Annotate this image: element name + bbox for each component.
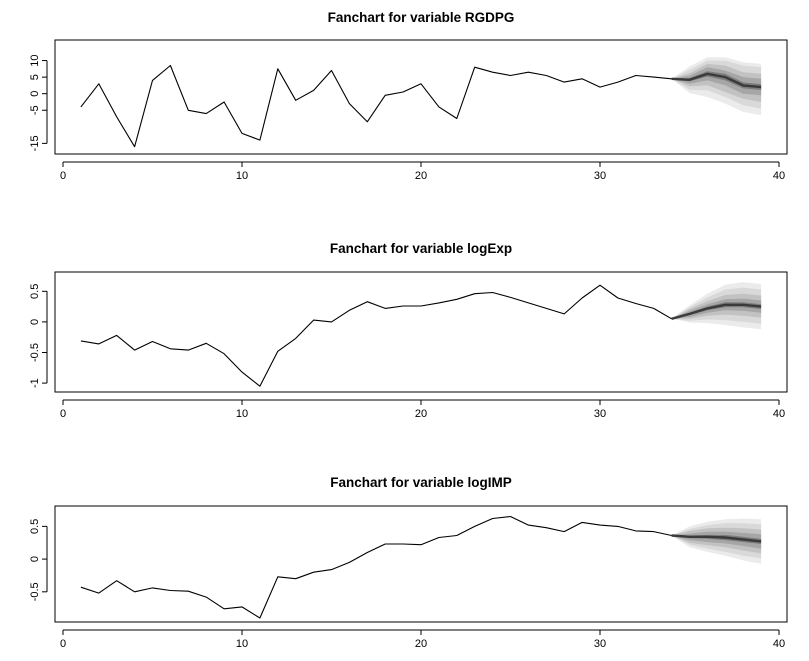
x-tick-label: 40 (773, 638, 785, 650)
x-tick-label: 30 (594, 170, 606, 182)
y-tick-label: -5 (29, 105, 41, 115)
x-tick-label: 40 (773, 170, 785, 182)
chart-title: Fanchart for variable RGDPG (328, 10, 515, 25)
y-tick-label: 0.5 (29, 284, 41, 299)
y-tick-label: 10 (29, 54, 41, 66)
x-tick-label: 10 (236, 638, 248, 650)
plot-frame (54, 271, 788, 393)
x-tick-label: 0 (60, 170, 66, 182)
x-tick-label: 10 (236, 408, 248, 420)
y-tick-label: 0 (29, 319, 41, 325)
x-tick-label: 30 (594, 408, 606, 420)
fan-band-3 (671, 63, 762, 102)
chart-panel-1: Fanchart for variable RGDPG 0 10 20 30 40 -15 -… (29, 10, 788, 182)
series-line-1 (80, 515, 672, 619)
x-tick-label: 0 (60, 638, 66, 650)
fan-band-5 (671, 71, 762, 90)
plot-frame (54, 505, 788, 623)
y-tick-label: -1 (29, 378, 41, 388)
y-tick-label: 0 (29, 91, 41, 97)
chart-title: Fanchart for variable logExp (330, 241, 512, 256)
y-tick-label: 5 (29, 74, 41, 80)
x-tick-label: 40 (773, 408, 785, 420)
fan-band-5 (671, 302, 762, 319)
x-tick-label: 0 (60, 408, 66, 420)
chart-panel-2: Fanchart for variable logExp 0 10 20 30 40 -1 -… (29, 241, 788, 420)
y-tick-label: -0.5 (29, 343, 41, 362)
fan-band-4 (671, 67, 762, 96)
series-line-1 (80, 284, 672, 387)
y-tick-label: 0 (29, 556, 41, 562)
plot-frame (54, 39, 788, 155)
y-tick-label: -0.5 (29, 582, 41, 601)
chart-title: Fanchart for variable logIMP (330, 475, 512, 490)
y-tick-label: 0.5 (29, 519, 41, 534)
forecast-median-line (671, 72, 762, 89)
x-tick-label: 10 (236, 170, 248, 182)
forecast-median-line (671, 534, 762, 543)
x-tick-label: 30 (594, 638, 606, 650)
x-tick-label: 20 (415, 408, 427, 420)
chart-panel-3: Fanchart for variable logIMP 0 10 20 30 40 -0.… (29, 475, 788, 650)
x-tick-label: 20 (415, 170, 427, 182)
series-line-1 (80, 64, 672, 148)
x-tick-label: 20 (415, 638, 427, 650)
y-tick-label: -15 (29, 135, 41, 151)
forecast-median-line (671, 303, 762, 320)
